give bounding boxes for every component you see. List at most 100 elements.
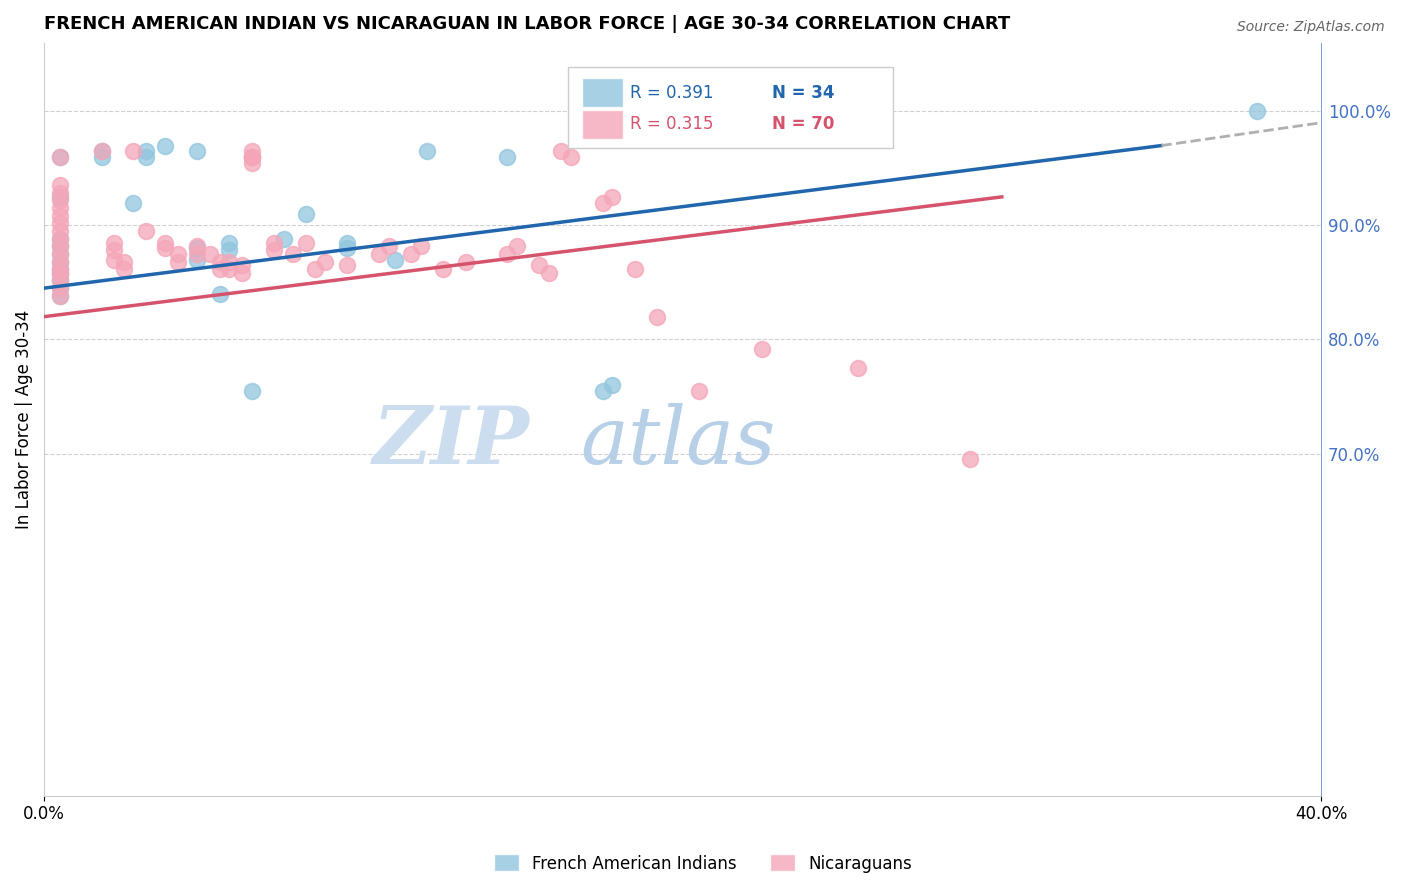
- Point: [49, 289, 72, 303]
- Point: [186, 145, 208, 159]
- Point: [155, 138, 177, 153]
- Point: [231, 266, 253, 280]
- Point: [240, 384, 263, 398]
- Point: [49, 202, 72, 216]
- Point: [240, 155, 263, 169]
- Point: [592, 384, 614, 398]
- Point: [959, 452, 981, 467]
- Point: [208, 261, 231, 276]
- Point: [368, 247, 391, 261]
- Point: [454, 255, 477, 269]
- Point: [49, 186, 72, 201]
- Point: [49, 194, 72, 208]
- Point: [49, 216, 72, 230]
- Point: [602, 190, 624, 204]
- Point: [103, 244, 125, 258]
- Point: [49, 150, 72, 164]
- Point: [384, 252, 406, 267]
- Text: atlas: atlas: [581, 403, 776, 481]
- Text: FRENCH AMERICAN INDIAN VS NICARAGUAN IN LABOR FORCE | AGE 30-34 CORRELATION CHAR: FRENCH AMERICAN INDIAN VS NICARAGUAN IN …: [44, 15, 1011, 33]
- FancyBboxPatch shape: [568, 67, 893, 148]
- Point: [263, 235, 285, 250]
- Point: [314, 255, 336, 269]
- Point: [167, 255, 190, 269]
- Point: [49, 268, 72, 282]
- Point: [155, 241, 177, 255]
- Point: [336, 235, 359, 250]
- Point: [295, 235, 318, 250]
- Point: [90, 145, 112, 159]
- Point: [846, 361, 869, 376]
- Point: [49, 224, 72, 238]
- Point: [560, 150, 582, 164]
- Point: [49, 239, 72, 253]
- Point: [218, 255, 240, 269]
- Point: [49, 247, 72, 261]
- Point: [49, 232, 72, 246]
- Point: [122, 195, 145, 210]
- Point: [1246, 104, 1268, 119]
- Text: ZIP: ZIP: [373, 403, 529, 481]
- Point: [281, 247, 304, 261]
- Point: [135, 150, 157, 164]
- Point: [49, 273, 72, 287]
- Point: [135, 145, 157, 159]
- Point: [49, 190, 72, 204]
- Point: [409, 239, 432, 253]
- Point: [49, 255, 72, 269]
- Point: [186, 252, 208, 267]
- Point: [527, 258, 550, 272]
- Point: [155, 235, 177, 250]
- Point: [49, 232, 72, 246]
- Point: [49, 261, 72, 276]
- Y-axis label: In Labor Force | Age 30-34: In Labor Force | Age 30-34: [15, 310, 32, 529]
- Point: [623, 261, 645, 276]
- Point: [90, 150, 112, 164]
- Point: [336, 241, 359, 255]
- Point: [592, 195, 614, 210]
- Point: [505, 239, 527, 253]
- Point: [112, 255, 135, 269]
- Point: [240, 150, 263, 164]
- Point: [49, 255, 72, 269]
- Point: [550, 145, 572, 159]
- Point: [416, 145, 439, 159]
- Point: [208, 255, 231, 269]
- Point: [186, 241, 208, 255]
- Point: [645, 310, 668, 324]
- FancyBboxPatch shape: [582, 110, 623, 138]
- Point: [122, 145, 145, 159]
- Point: [218, 244, 240, 258]
- Point: [49, 239, 72, 253]
- Text: R = 0.315: R = 0.315: [630, 115, 714, 133]
- Point: [135, 224, 157, 238]
- Point: [198, 247, 221, 261]
- Point: [49, 209, 72, 223]
- Point: [751, 342, 773, 356]
- Point: [49, 247, 72, 261]
- Point: [208, 286, 231, 301]
- Point: [432, 261, 454, 276]
- Point: [496, 150, 519, 164]
- Point: [49, 178, 72, 193]
- FancyBboxPatch shape: [582, 78, 623, 107]
- Point: [49, 281, 72, 295]
- Point: [399, 247, 422, 261]
- Text: N = 34: N = 34: [772, 84, 835, 102]
- Point: [103, 252, 125, 267]
- Point: [103, 235, 125, 250]
- Point: [49, 289, 72, 303]
- Point: [186, 247, 208, 261]
- Point: [688, 384, 710, 398]
- Point: [186, 239, 208, 253]
- Text: Source: ZipAtlas.com: Source: ZipAtlas.com: [1237, 20, 1385, 34]
- Text: N = 70: N = 70: [772, 115, 834, 133]
- Point: [602, 378, 624, 392]
- Point: [295, 207, 318, 221]
- Point: [49, 273, 72, 287]
- Point: [496, 247, 519, 261]
- Point: [378, 239, 401, 253]
- Point: [49, 261, 72, 276]
- Point: [49, 281, 72, 295]
- Point: [90, 145, 112, 159]
